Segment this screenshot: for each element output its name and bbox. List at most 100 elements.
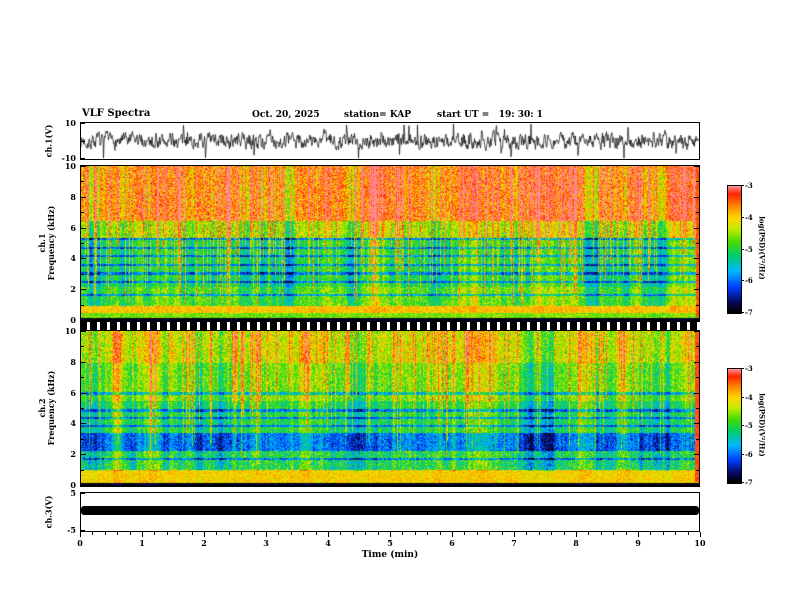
colorbar-tick-mark <box>741 248 744 250</box>
colorbar-tick-mark <box>741 425 744 426</box>
y-tick-label: 2 <box>70 284 76 295</box>
y-tick-mark <box>694 331 699 332</box>
y-tick-mark <box>696 181 699 183</box>
ch1-spectrogram-panel <box>80 165 700 322</box>
x-minor-tick-mark <box>166 532 168 535</box>
y-tick-label: 6 <box>70 387 76 398</box>
x-minor-tick-mark <box>687 532 689 535</box>
y-tick-mark <box>81 485 86 486</box>
colorbar-tick-mark <box>741 453 744 455</box>
y-tick-mark <box>696 346 699 348</box>
x-tick-label: 5 <box>387 538 393 548</box>
x-minor-tick-mark <box>464 532 466 535</box>
y-tick-mark <box>694 423 699 425</box>
y-tick-mark <box>81 346 84 348</box>
x-minor-tick-mark <box>600 532 602 535</box>
y-tick-label: -5 <box>67 525 76 535</box>
x-minor-tick-mark <box>104 532 106 535</box>
x-minor-tick-mark <box>365 532 367 535</box>
y-tick-mark <box>81 123 85 124</box>
x-minor-tick-mark <box>588 532 590 535</box>
y-tick-mark <box>81 438 84 440</box>
ch1-waveform-panel <box>80 122 700 160</box>
x-minor-tick-mark <box>402 532 404 535</box>
x-tick-label: 10 <box>694 538 706 548</box>
x-minor-tick-mark <box>117 532 119 535</box>
x-minor-tick-mark <box>476 532 478 535</box>
start-ut-label: start UT = 19: 30: 1 <box>437 110 543 120</box>
x-minor-tick-mark <box>278 532 280 535</box>
x-tick-label: 4 <box>325 538 331 548</box>
y-tick-mark <box>81 320 86 321</box>
colorbar-tick-label: -4 <box>745 392 753 402</box>
y-tick-mark <box>694 166 699 167</box>
date-label: Oct. 20, 2025 <box>252 110 320 120</box>
x-tick-mark <box>700 532 701 537</box>
x-minor-tick-mark <box>439 532 441 535</box>
x-tick-mark <box>80 532 81 537</box>
ch3-voltage-axis-label: ch.3(V) <box>43 495 54 529</box>
y-tick-mark <box>81 511 85 513</box>
y-tick-label: 5 <box>70 488 76 498</box>
plot-title: VLF Spectra <box>82 108 151 119</box>
x-tick-mark <box>638 532 639 537</box>
y-tick-mark <box>81 273 84 275</box>
y-tick-label: 10 <box>64 118 76 128</box>
ch1-spectrogram <box>81 166 699 321</box>
x-minor-tick-mark <box>216 532 218 535</box>
y-tick-mark <box>81 212 84 214</box>
x-minor-tick-mark <box>377 532 379 535</box>
colorbar-tick-mark <box>741 216 744 218</box>
ch2-spectrogram-panel <box>80 330 700 487</box>
colorbar-tick-mark <box>741 312 744 313</box>
x-minor-tick-mark <box>625 532 627 535</box>
y-tick-mark <box>694 258 699 260</box>
x-minor-tick-mark <box>501 532 503 535</box>
colorbar-tick-label: -6 <box>745 276 753 286</box>
x-minor-tick-mark <box>414 532 416 535</box>
colorbar-tick-label: -5 <box>745 421 753 430</box>
ch1-waveform-plot <box>81 123 699 159</box>
x-tick-label: 3 <box>263 538 269 548</box>
y-tick-mark <box>696 304 699 306</box>
colorbar-tick-label: -5 <box>745 244 753 254</box>
x-minor-tick-mark <box>650 532 652 535</box>
colorbar-ch2 <box>727 368 742 484</box>
x-tick-label: 2 <box>201 538 207 548</box>
y-tick-mark <box>81 158 85 159</box>
x-minor-tick-mark <box>662 532 664 535</box>
y-tick-mark <box>81 408 84 409</box>
x-minor-tick-mark <box>315 532 317 535</box>
colorbar-ch1 <box>727 185 742 314</box>
x-minor-tick-mark <box>290 532 292 535</box>
x-tick-label: 8 <box>573 538 579 548</box>
station-label: station= KAP <box>344 110 412 120</box>
y-tick-mark <box>696 212 699 214</box>
ch2-spectrogram <box>81 331 699 486</box>
y-tick-mark <box>81 469 84 471</box>
y-tick-mark <box>81 258 86 260</box>
y-tick-label: 10 <box>64 326 76 336</box>
y-tick-mark <box>694 361 699 363</box>
y-tick-mark <box>694 289 699 291</box>
y-tick-mark <box>81 493 85 494</box>
y-tick-mark <box>694 196 699 198</box>
colorbar-tick-label: -3 <box>745 364 753 373</box>
x-minor-tick-mark <box>352 532 354 535</box>
x-tick-mark <box>452 532 453 537</box>
y-tick-label: 8 <box>70 191 76 202</box>
y-tick-mark <box>81 166 86 167</box>
colorbar-tick-label: -4 <box>745 212 753 222</box>
y-tick-mark <box>81 243 84 244</box>
y-tick-mark <box>81 289 86 291</box>
frequency-unit-label: Frequency (kHz) <box>46 205 56 281</box>
y-tick-mark <box>696 273 699 275</box>
x-minor-tick-mark <box>179 532 181 535</box>
colorbar-tick-label: -6 <box>745 449 753 459</box>
y-tick-mark <box>81 227 86 229</box>
x-tick-mark <box>328 532 329 537</box>
x-minor-tick-mark <box>613 532 615 535</box>
x-minor-tick-mark <box>551 532 553 535</box>
x-minor-tick-mark <box>92 532 94 535</box>
